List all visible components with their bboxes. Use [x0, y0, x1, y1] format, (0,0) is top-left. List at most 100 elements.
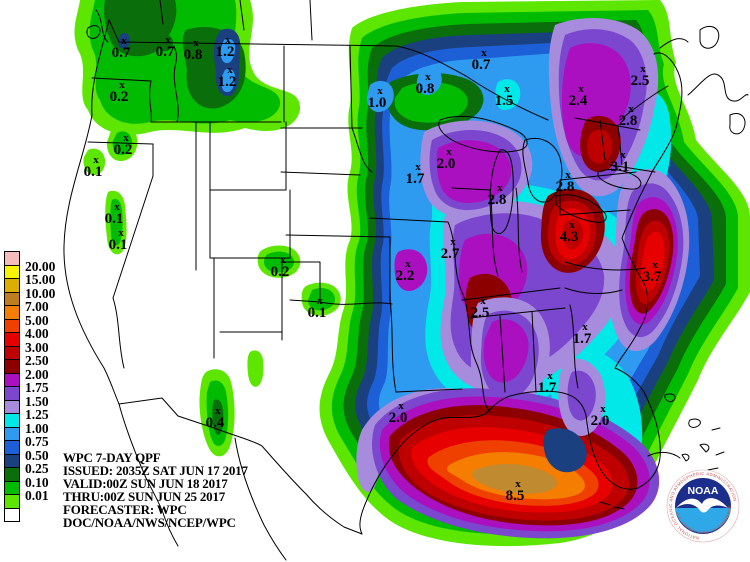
- legend-label: 15.00: [25, 272, 56, 287]
- max-value: 2.0: [437, 156, 456, 172]
- legend-label: 5.00: [25, 312, 49, 328]
- noaa-logo-sea: [675, 508, 731, 533]
- legend-color-box: [4, 413, 20, 428]
- max-marker: x: [377, 85, 383, 97]
- legend-color-box: [4, 386, 20, 401]
- legend-label: 2.00: [25, 366, 49, 382]
- max-value: 0.1: [84, 164, 103, 180]
- max-value: 0.1: [308, 305, 327, 321]
- max-marker: x: [450, 236, 456, 248]
- issuance-line: ISSUED: 2035Z SAT JUN 17 2017: [63, 462, 248, 478]
- max-value: 4.3: [560, 229, 579, 245]
- legend-color-box: [4, 291, 20, 306]
- max-value: 0.2: [271, 264, 290, 280]
- max-marker: x: [504, 83, 510, 95]
- max-marker: x: [405, 258, 411, 270]
- legend-color-box: [4, 318, 20, 333]
- max-marker: x: [425, 71, 431, 83]
- legend-color-box: [4, 440, 20, 455]
- precip-contours: [74, 0, 750, 547]
- max-value: 2.0: [591, 413, 610, 429]
- legend-label: 1.00: [25, 420, 49, 436]
- max-value: 1.7: [538, 380, 557, 396]
- legend-color-box: [4, 480, 20, 495]
- max-marker: x: [123, 132, 129, 144]
- max-marker: x: [481, 47, 487, 59]
- max-value: 2.4: [569, 93, 588, 109]
- max-value: 1.7: [406, 171, 425, 187]
- max-value: 0.1: [109, 237, 128, 253]
- max-value: 8.5: [506, 488, 525, 504]
- max-marker: x: [497, 182, 503, 194]
- max-value: 2.0: [389, 410, 408, 426]
- legend-color-box: [4, 467, 20, 482]
- max-marker: x: [515, 478, 521, 490]
- issuance-line: THRU:00Z SUN JUN 25 2017: [63, 488, 226, 504]
- max-value: 2.5: [631, 73, 650, 89]
- legend-color-box: [4, 426, 20, 441]
- max-value: 2.8: [488, 192, 507, 208]
- precip-max-labels: x0.7x0.7x0.8x1.2x1.2x0.2x0.2x0.1x0.1x0.1…: [84, 34, 662, 504]
- legend-color-box: [4, 251, 20, 266]
- max-marker: x: [225, 34, 231, 46]
- max-marker: x: [227, 64, 233, 76]
- max-marker: x: [118, 227, 124, 239]
- max-marker: x: [652, 259, 658, 271]
- max-marker: x: [93, 154, 99, 166]
- max-value: 0.2: [114, 142, 133, 158]
- max-marker: x: [600, 403, 606, 415]
- legend-color-box: [4, 345, 20, 360]
- legend-label: 2.50: [25, 353, 49, 368]
- max-value: 0.8: [416, 81, 435, 97]
- issuance-line: VALID:00Z SUN JUN 18 2017: [63, 475, 228, 491]
- max-value: 0.1: [105, 211, 124, 227]
- max-marker: x: [547, 370, 553, 382]
- legend-label: 10.00: [25, 285, 56, 301]
- max-marker: x: [398, 400, 404, 412]
- issuance-line: WPC 7-DAY QPF: [63, 450, 161, 465]
- legend-label: 0.10: [25, 474, 49, 490]
- legend-color-box: [4, 494, 20, 509]
- max-marker: x: [193, 37, 199, 49]
- legend-color-box: [4, 359, 20, 374]
- max-marker: x: [620, 149, 626, 161]
- max-value: 0.4: [206, 415, 225, 431]
- legend-color-box: [4, 453, 20, 468]
- legend-label: 3.00: [25, 339, 49, 355]
- max-marker: x: [215, 405, 221, 417]
- legend-label: 20.00: [25, 258, 56, 274]
- max-value: 0.7: [112, 45, 131, 61]
- legend-color-box: [4, 264, 20, 279]
- max-marker: x: [280, 254, 286, 266]
- max-value: 0.7: [156, 44, 175, 60]
- max-value: 1.2: [216, 44, 235, 60]
- legend-label: 1.75: [25, 380, 49, 395]
- legend-color-box: [4, 332, 20, 347]
- max-marker: x: [578, 83, 584, 95]
- max-marker: x: [446, 146, 452, 158]
- legend-color-box: [4, 372, 20, 387]
- legend-color-box: [4, 305, 20, 320]
- max-value: 2.8: [556, 179, 575, 195]
- issuance-text-block: WPC 7-DAY QPF ISSUED: 2035Z SAT JUN 17 20…: [63, 450, 248, 529]
- legend-label: 1.50: [25, 393, 49, 409]
- max-marker: x: [114, 201, 120, 213]
- max-value: 1.5: [495, 93, 514, 109]
- max-value: 0.2: [110, 89, 129, 105]
- max-value: 1.7: [573, 331, 592, 347]
- max-marker: x: [640, 63, 646, 75]
- precip-legend: 20.00 15.00 10.00 7.00 5.00 4.00 3.00 2.50 2.00 1…: [4, 251, 84, 522]
- max-value: 3.7: [643, 269, 662, 285]
- noaa-logo-gull-icon: [676, 498, 728, 513]
- max-marker: x: [165, 34, 171, 46]
- noaa-logo: NOAA NATIONAL OCEANIC AND ATMOSPHERIC AD…: [666, 469, 740, 543]
- max-value: 1.0: [368, 95, 387, 111]
- legend-color-box: [4, 507, 20, 522]
- legend-color-box: [4, 399, 20, 414]
- legend-label: 4.00: [25, 326, 49, 341]
- legend-label: 7.00: [25, 299, 49, 314]
- max-marker: x: [480, 295, 486, 307]
- legend-label: 1.25: [25, 407, 49, 422]
- legend-label: 0.25: [25, 461, 49, 476]
